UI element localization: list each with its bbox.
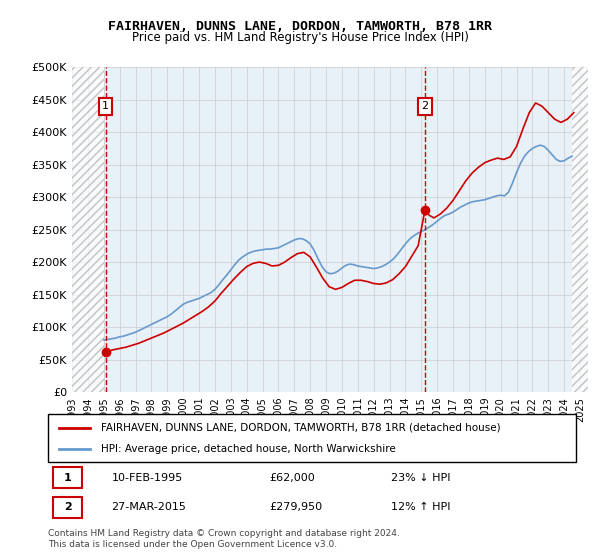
Text: 2: 2 bbox=[64, 502, 71, 512]
Text: 10-FEB-1995: 10-FEB-1995 bbox=[112, 473, 182, 483]
Text: £279,950: £279,950 bbox=[270, 502, 323, 512]
Text: FAIRHAVEN, DUNNS LANE, DORDON, TAMWORTH, B78 1RR (detached house): FAIRHAVEN, DUNNS LANE, DORDON, TAMWORTH,… bbox=[101, 423, 500, 433]
Text: 2: 2 bbox=[421, 101, 428, 111]
Text: Contains HM Land Registry data © Crown copyright and database right 2024.
This d: Contains HM Land Registry data © Crown c… bbox=[48, 529, 400, 549]
Text: FAIRHAVEN, DUNNS LANE, DORDON, TAMWORTH, B78 1RR: FAIRHAVEN, DUNNS LANE, DORDON, TAMWORTH,… bbox=[108, 20, 492, 32]
Text: 23% ↓ HPI: 23% ↓ HPI bbox=[391, 473, 451, 483]
Text: 1: 1 bbox=[102, 101, 109, 111]
Text: HPI: Average price, detached house, North Warwickshire: HPI: Average price, detached house, Nort… bbox=[101, 444, 395, 454]
FancyBboxPatch shape bbox=[53, 497, 82, 517]
Text: 27-MAR-2015: 27-MAR-2015 bbox=[112, 502, 186, 512]
Text: 12% ↑ HPI: 12% ↑ HPI bbox=[391, 502, 451, 512]
FancyBboxPatch shape bbox=[48, 414, 576, 462]
Text: 1: 1 bbox=[64, 473, 71, 483]
Text: Price paid vs. HM Land Registry's House Price Index (HPI): Price paid vs. HM Land Registry's House … bbox=[131, 31, 469, 44]
FancyBboxPatch shape bbox=[53, 467, 82, 488]
Text: £62,000: £62,000 bbox=[270, 473, 316, 483]
